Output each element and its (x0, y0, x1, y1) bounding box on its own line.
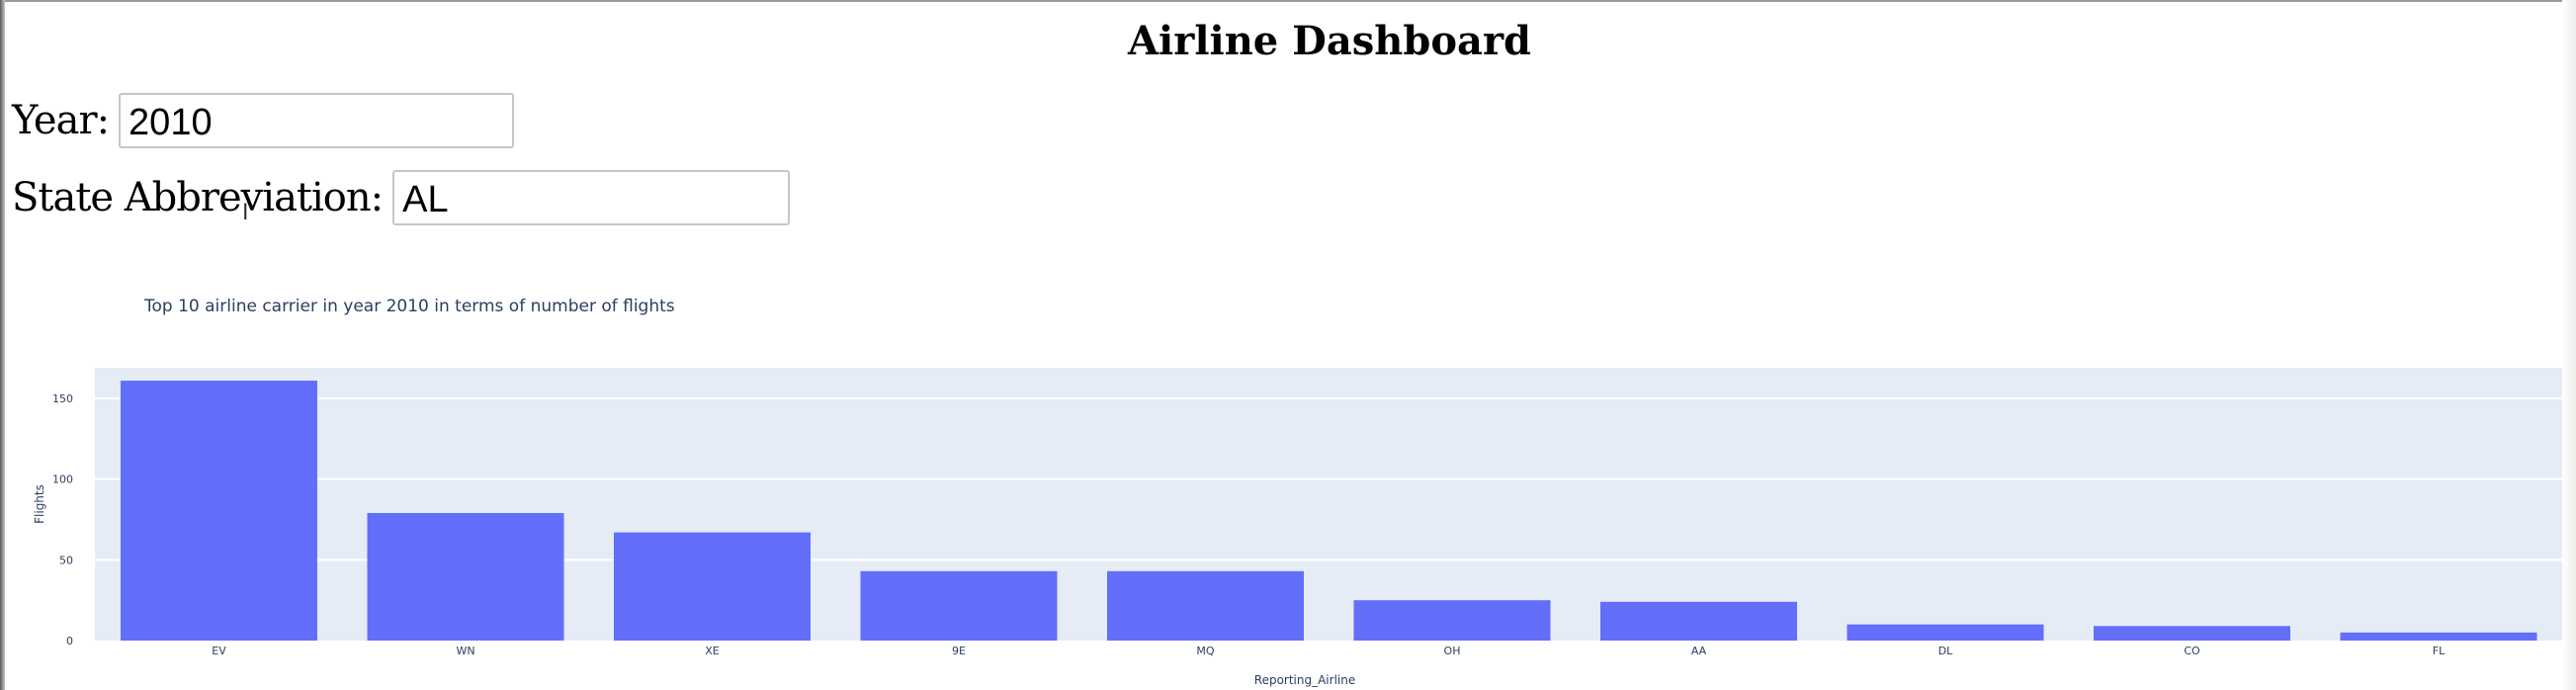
year-input[interactable]: 2010 (119, 93, 515, 148)
bar-MQ[interactable] (1107, 570, 1304, 641)
y-axis-title: Flights (33, 484, 46, 524)
year-field-row: Year: 2010 (12, 89, 515, 152)
x-tick-label: CO (2184, 645, 2200, 657)
text-cursor-icon: I (242, 201, 249, 225)
x-tick-label: MQ (1196, 645, 1214, 657)
bar-chart: 0 50 100 150 EV WN XE 9E MQ OH AA DL CO FL Flights R… (0, 336, 2576, 690)
year-label: Year: (12, 98, 110, 143)
bar-chart-svg: 0 50 100 150 EV WN XE 9E MQ OH AA DL CO FL Flights R… (33, 368, 2562, 687)
bar-9E[interactable] (860, 570, 1058, 641)
y-tick-label: 0 (66, 635, 73, 647)
y-tick-label: 50 (59, 554, 73, 566)
window-left-edge (0, 0, 5, 690)
bars (121, 381, 2537, 641)
chart-title: Top 10 airline carrier in year 2010 in t… (144, 297, 675, 316)
y-tick-label: 100 (52, 474, 73, 486)
y-axis-ticks: 0 50 100 150 (52, 392, 73, 647)
y-tick-label: 150 (52, 392, 73, 405)
bar-WN[interactable] (367, 512, 564, 641)
bar-DL[interactable] (1846, 624, 2044, 641)
x-tick-label: XE (705, 645, 720, 657)
x-tick-label: DL (1938, 645, 1953, 657)
x-tick-label: WN (456, 645, 474, 657)
x-tick-label: 9E (952, 645, 966, 657)
state-abbreviation-label: State Abbreviation: (12, 175, 384, 220)
x-tick-label: EV (212, 645, 226, 657)
bar-FL[interactable] (2340, 632, 2537, 641)
bar-XE[interactable] (614, 532, 811, 641)
x-axis-title: Reporting_Airline (1254, 673, 1355, 687)
bar-EV[interactable] (121, 381, 317, 641)
bar-AA[interactable] (1600, 601, 1797, 641)
state-field-row: State Abbreviation: AL (12, 166, 791, 229)
x-tick-label: OH (1444, 645, 1461, 657)
state-abbreviation-input[interactable]: AL (392, 170, 791, 225)
x-axis-ticks: EV WN XE 9E MQ OH AA DL CO FL (212, 645, 2446, 657)
window-right-edge (2562, 0, 2576, 690)
page-title: Airline Dashboard (1128, 18, 1531, 64)
window-top-edge (0, 0, 2576, 2)
bar-CO[interactable] (2094, 626, 2290, 641)
x-tick-label: FL (2433, 645, 2446, 657)
x-tick-label: AA (1691, 645, 1707, 657)
bar-OH[interactable] (1353, 600, 1551, 641)
